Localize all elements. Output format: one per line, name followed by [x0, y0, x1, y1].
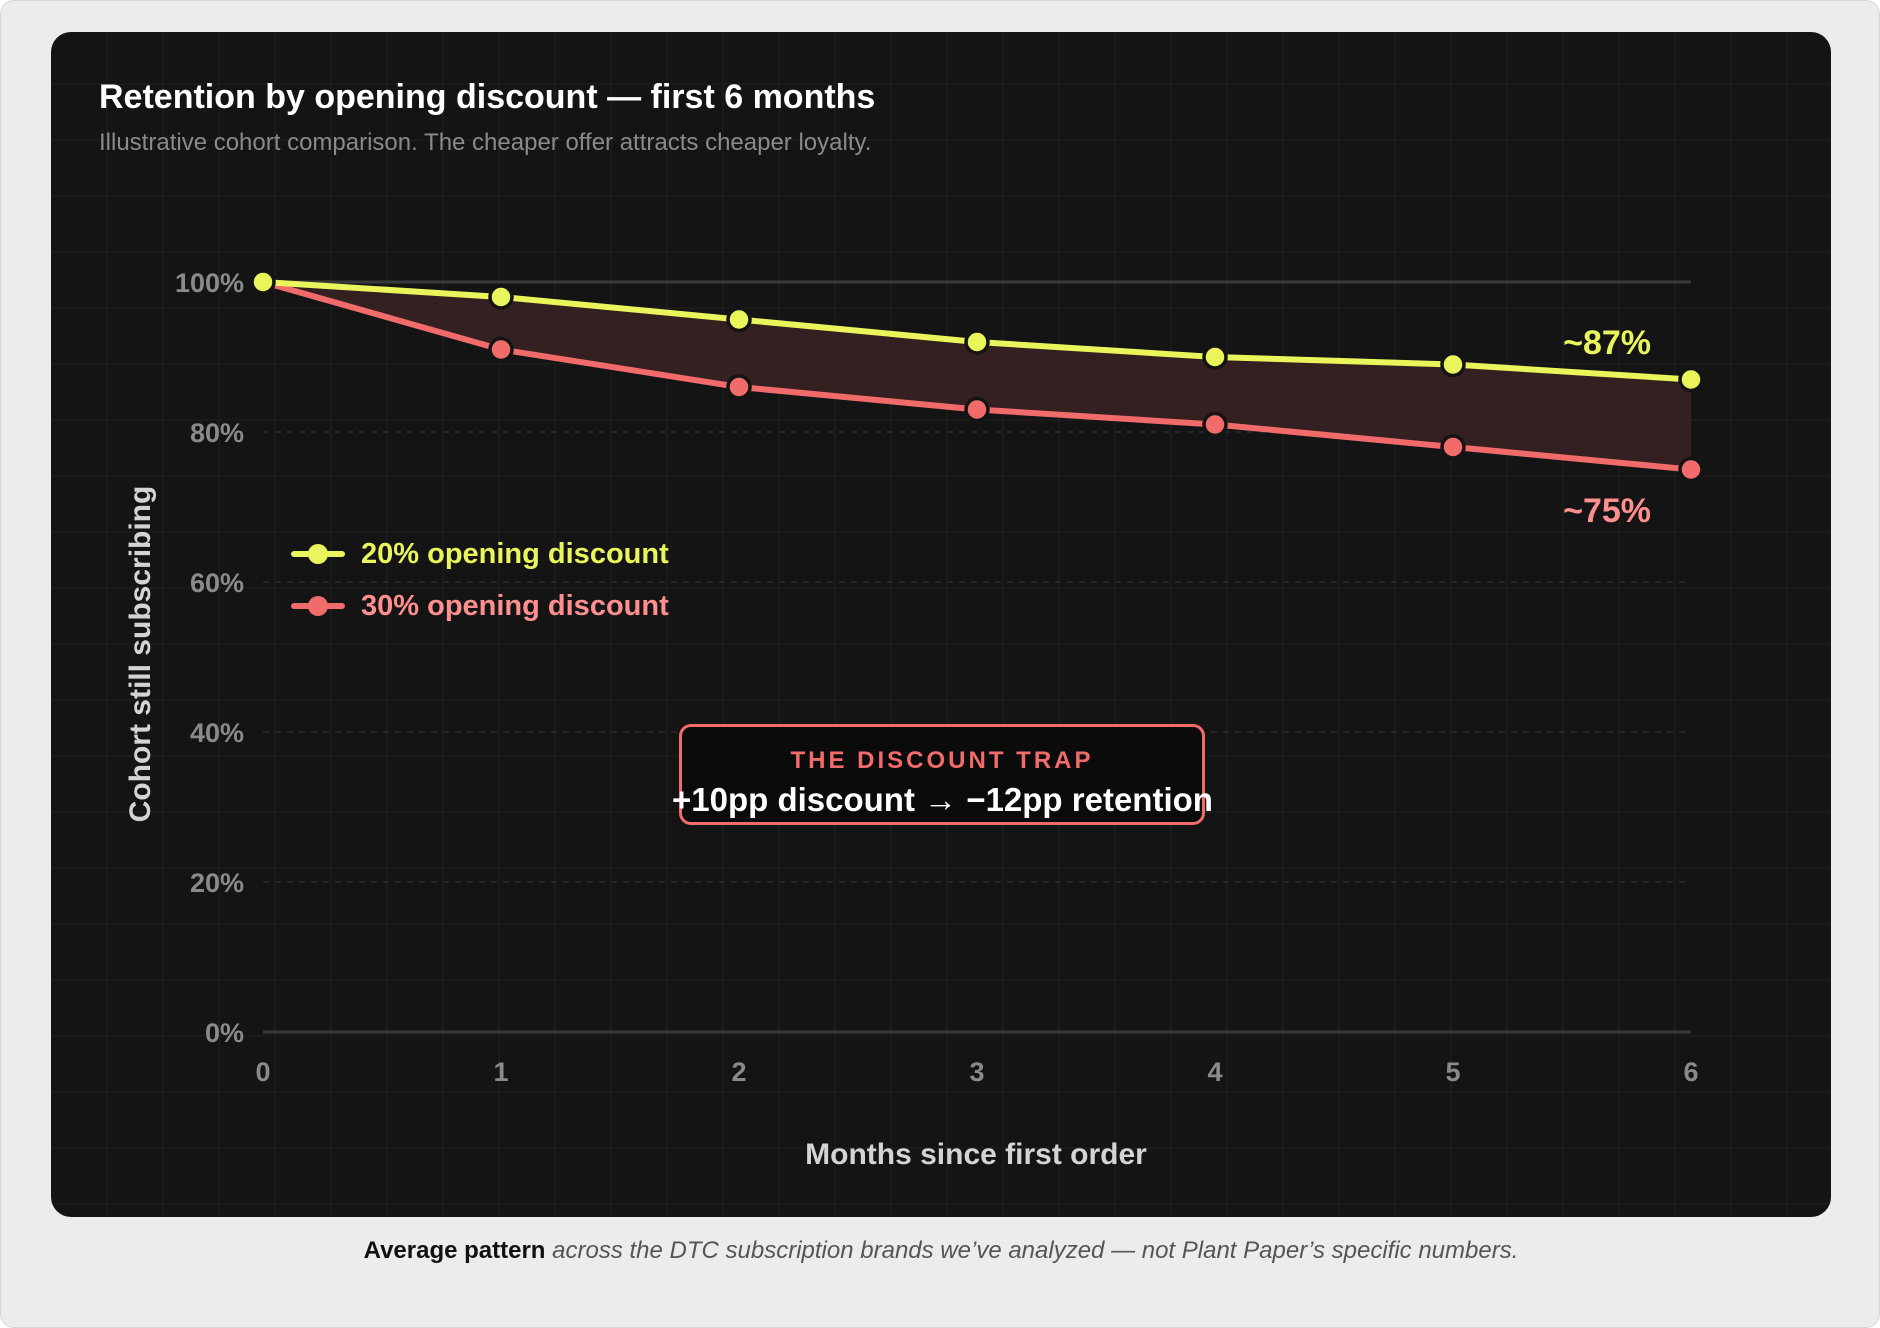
- discount-trap-callout: THE DISCOUNT TRAP +10pp discount → −12pp…: [672, 724, 1213, 825]
- x-tick-label: 1: [493, 1057, 508, 1087]
- y-tick-label: 60%: [190, 568, 244, 598]
- callout-text: +10pp discount → −12pp retention: [672, 781, 1213, 818]
- gap-shading: [263, 282, 1691, 470]
- y-tick-label: 20%: [190, 868, 244, 898]
- x-tick-label: 4: [1207, 1057, 1222, 1087]
- legend-marker-30: [308, 596, 328, 616]
- footnote: Average pattern across the DTC subscript…: [1, 1237, 1880, 1265]
- data-point-20: [726, 306, 752, 333]
- end-label-30: ~75%: [1563, 491, 1651, 530]
- legend-label-30: 30% opening discount: [361, 590, 669, 622]
- legend-swatch-30: [291, 580, 345, 632]
- x-tick-label: 6: [1683, 1057, 1698, 1087]
- legend-swatch-20: [291, 528, 345, 580]
- data-point-20: [1202, 344, 1228, 370]
- y-axis-label: Cohort still subscribing: [124, 485, 157, 823]
- chart-panel: 0% 20% 40% 60% 80% 100% 0 1 2 3 4 5 6 Retention by o…: [51, 32, 1831, 1217]
- x-axis-label: Months since first order: [805, 1138, 1147, 1171]
- data-point-30: [1678, 456, 1704, 483]
- y-tick-label: 0%: [205, 1018, 244, 1048]
- x-tick-label: 5: [1445, 1057, 1460, 1087]
- data-point-20: [964, 329, 990, 355]
- y-tick-label: 40%: [190, 718, 244, 748]
- data-point-20: [250, 269, 276, 295]
- data-point-30: [964, 396, 990, 423]
- data-point-20: [488, 284, 514, 310]
- y-tick-label: 100%: [175, 268, 244, 298]
- footnote-italic: across the DTC subscription brands we’ve…: [552, 1237, 1519, 1264]
- end-label-20: ~87%: [1563, 323, 1651, 362]
- legend-marker-20: [308, 544, 328, 564]
- x-tick-label: 0: [255, 1057, 270, 1087]
- chart-subtitle: Illustrative cohort comparison. The chea…: [99, 129, 872, 156]
- data-point-20: [1678, 366, 1704, 393]
- data-point-30: [1440, 434, 1466, 460]
- chart-title: Retention by opening discount — first 6 …: [99, 78, 876, 116]
- chart-svg: 0% 20% 40% 60% 80% 100% 0 1 2 3 4 5 6: [51, 32, 1831, 1217]
- y-tick-label: 80%: [190, 418, 244, 448]
- x-tick-label: 3: [969, 1057, 984, 1087]
- data-point-20: [1440, 351, 1466, 378]
- footnote-bold: Average pattern: [363, 1237, 546, 1264]
- data-point-30: [726, 374, 752, 400]
- x-tick-label: 2: [731, 1057, 746, 1087]
- data-point-30: [488, 336, 514, 363]
- data-point-30: [1202, 411, 1228, 438]
- callout-kicker: THE DISCOUNT TRAP: [790, 747, 1094, 774]
- legend-label-20: 20% opening discount: [361, 538, 669, 570]
